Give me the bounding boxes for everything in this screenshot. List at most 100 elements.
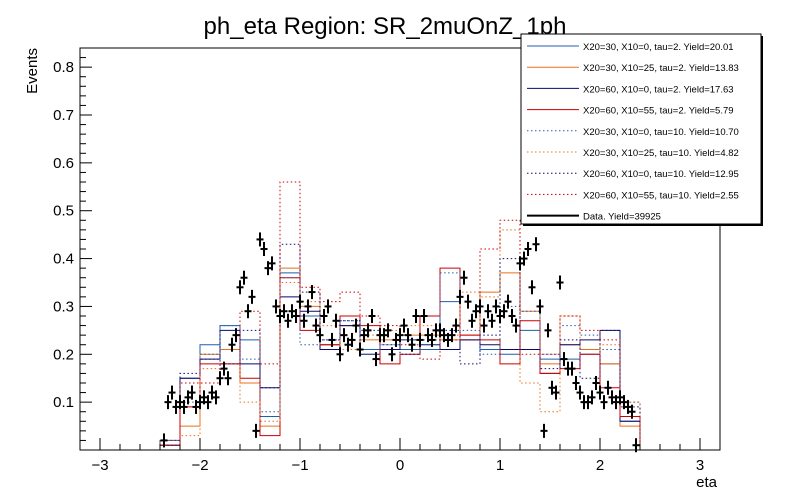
- x-tick-label: −1: [291, 457, 308, 474]
- legend-entry-label: Data. Yield=39925: [583, 212, 661, 223]
- data-point: [520, 251, 528, 266]
- x-tick-label: −3: [91, 457, 108, 474]
- data-point: [456, 289, 464, 304]
- data-point: [540, 423, 548, 438]
- legend-entry-label: X20=30, X10=0, tau=2. Yield=20.01: [583, 42, 734, 53]
- data-point: [444, 332, 452, 347]
- data-point: [296, 294, 304, 309]
- y-tick-label: 0.7: [53, 107, 74, 124]
- legend-box: [520, 33, 762, 225]
- data-point: [164, 395, 172, 410]
- y-tick-label: 0.1: [53, 394, 74, 411]
- data-point: [380, 328, 388, 343]
- data-point: [348, 332, 356, 347]
- data-point: [208, 385, 216, 400]
- legend-entry-label: X20=60, X10=0, tau=10. Yield=12.95: [583, 169, 739, 180]
- data-point: [496, 309, 504, 323]
- data-point: [628, 404, 636, 419]
- x-tick-label: −2: [191, 457, 208, 474]
- data-point: [404, 328, 412, 343]
- data-point: [416, 332, 424, 347]
- data-point: [544, 323, 552, 338]
- data-point: [440, 328, 448, 343]
- data-point: [352, 318, 360, 333]
- data-point: [200, 390, 208, 405]
- data-point: [344, 337, 352, 352]
- data-point: [232, 328, 240, 343]
- legend: X20=30, X10=0, tau=2. Yield=20.01 X20=30,…: [520, 33, 763, 226]
- y-tick-label: 0.6: [53, 155, 74, 172]
- data-point: [248, 289, 256, 304]
- data-point: [212, 390, 220, 405]
- data-point: [188, 385, 196, 400]
- data-point: [552, 385, 560, 400]
- x-tick-label: 1: [496, 457, 504, 474]
- data-point: [548, 380, 556, 395]
- data-point: [216, 371, 224, 386]
- legend-entry-label: X20=30, X10=25, tau=2. Yield=13.83: [583, 63, 739, 74]
- data-point: [460, 270, 468, 285]
- data-point: [408, 337, 416, 352]
- data-point: [192, 399, 200, 414]
- data-point: [480, 318, 488, 333]
- data-point: [504, 294, 512, 309]
- data-point: [616, 390, 624, 405]
- data-point: [588, 390, 596, 405]
- data-point: [196, 395, 204, 410]
- y-tick-label: 0.4: [53, 251, 74, 268]
- data-point: [576, 385, 584, 400]
- data-point: [484, 304, 492, 319]
- y-axis-label: Events: [24, 48, 41, 94]
- data-point: [356, 342, 364, 357]
- data-point: [184, 390, 192, 405]
- data-point: [160, 433, 168, 448]
- data-point: [392, 332, 400, 347]
- x-tick-label: 0: [396, 457, 404, 474]
- data-point: [256, 232, 264, 247]
- data-point: [624, 399, 632, 414]
- data-point: [600, 395, 608, 410]
- data-point: [536, 299, 544, 314]
- data-point: [452, 318, 460, 333]
- data-point: [328, 332, 336, 347]
- data-point: [220, 361, 228, 376]
- data-point: [476, 299, 484, 314]
- data-point: [400, 318, 408, 333]
- data-point: [172, 399, 180, 414]
- data-point: [324, 299, 332, 314]
- data-point: [260, 242, 268, 256]
- data-point: [276, 309, 284, 323]
- data-point: [516, 256, 524, 271]
- data-point: [604, 380, 612, 395]
- data-point: [372, 352, 380, 367]
- y-tick-label: 0.8: [53, 59, 74, 76]
- legend-entry-label: X20=60, X10=0, tau=2. Yield=17.63: [583, 84, 734, 95]
- data-point: [308, 285, 316, 300]
- data-point: [360, 328, 368, 343]
- data-point: [556, 275, 564, 290]
- data-point: [268, 256, 276, 271]
- data-point: [312, 318, 320, 333]
- data-point: [272, 299, 280, 314]
- data-point: [420, 309, 428, 323]
- legend-entry-label: X20=60, X10=55, tau=2. Yield=5.79: [583, 106, 734, 117]
- data-point: [592, 376, 600, 390]
- data-point: [176, 395, 184, 410]
- data-point: [436, 323, 444, 338]
- data-point: [560, 352, 568, 367]
- data-point: [180, 399, 188, 414]
- data-points: [160, 232, 640, 453]
- histogram-series: [140, 296, 660, 451]
- data-point: [524, 242, 532, 256]
- data-point: [300, 313, 308, 328]
- data-point: [428, 332, 436, 347]
- data-point: [572, 376, 580, 390]
- data-point: [488, 313, 496, 328]
- data-point: [264, 261, 272, 276]
- data-point: [288, 304, 296, 319]
- legend-entry-label: X20=60, X10=55, tau=10. Yield=2.55: [583, 190, 739, 201]
- data-point: [448, 328, 456, 343]
- y-tick-label: 0.5: [53, 203, 74, 220]
- data-point: [320, 309, 328, 323]
